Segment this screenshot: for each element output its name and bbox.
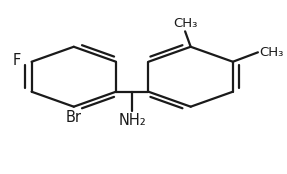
Text: F: F [12, 53, 20, 68]
Text: Br: Br [66, 110, 82, 125]
Text: NH₂: NH₂ [118, 113, 146, 128]
Text: CH₃: CH₃ [260, 46, 284, 59]
Text: CH₃: CH₃ [173, 17, 197, 30]
